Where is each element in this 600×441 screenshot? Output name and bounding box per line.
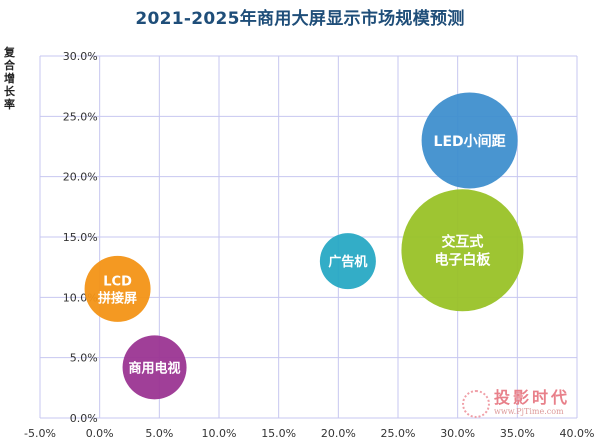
x-tick-label: -5.0% <box>24 427 56 440</box>
bubble-1 <box>122 335 187 400</box>
y-tick-label: 15.0% <box>63 231 98 244</box>
y-tick-label: 25.0% <box>63 110 98 123</box>
x-tick-label: 20.0% <box>321 427 356 440</box>
watermark-en: www.PjTime.com <box>494 407 564 416</box>
watermark-logo-icon <box>462 390 490 418</box>
bubble-label: 商用电视 <box>129 360 181 376</box>
y-tick-label: 0.0% <box>70 412 98 425</box>
bubble-label: 电子白板 <box>434 252 491 269</box>
x-tick-label: 15.0% <box>261 427 296 440</box>
x-tick-label: 5.0% <box>145 427 173 440</box>
x-tick-label: 0.0% <box>86 427 114 440</box>
bubble-label: LCD <box>103 274 132 289</box>
x-tick-label: 30.0% <box>440 427 475 440</box>
bubble-label: 拼接屏 <box>98 290 137 306</box>
bubble-2 <box>319 233 376 290</box>
x-tick-label: 35.0% <box>500 427 535 440</box>
bubble-label: 广告机 <box>328 254 367 270</box>
watermark-cn: 投影时代 <box>494 388 571 407</box>
y-axis-label: 复合增长率 <box>4 46 15 111</box>
y-tick-label: 5.0% <box>70 352 98 365</box>
watermark: 投影时代 www.PjTime.com <box>462 384 582 424</box>
x-tick-label: 10.0% <box>202 427 237 440</box>
bubble-label: LED小间距 <box>434 133 506 150</box>
x-tick-label: 40.0% <box>560 427 595 440</box>
y-tick-label: 20.0% <box>63 171 98 184</box>
bubble-label: 交互式 <box>441 234 483 251</box>
x-tick-label: 25.0% <box>381 427 416 440</box>
bubble-0 <box>84 255 151 322</box>
y-tick-label: 30.0% <box>63 50 98 63</box>
chart-title: 2021-2025年商用大屏显示市场规模预测 <box>135 9 465 29</box>
bubble-3 <box>421 92 518 189</box>
bubble-4 <box>401 189 524 312</box>
